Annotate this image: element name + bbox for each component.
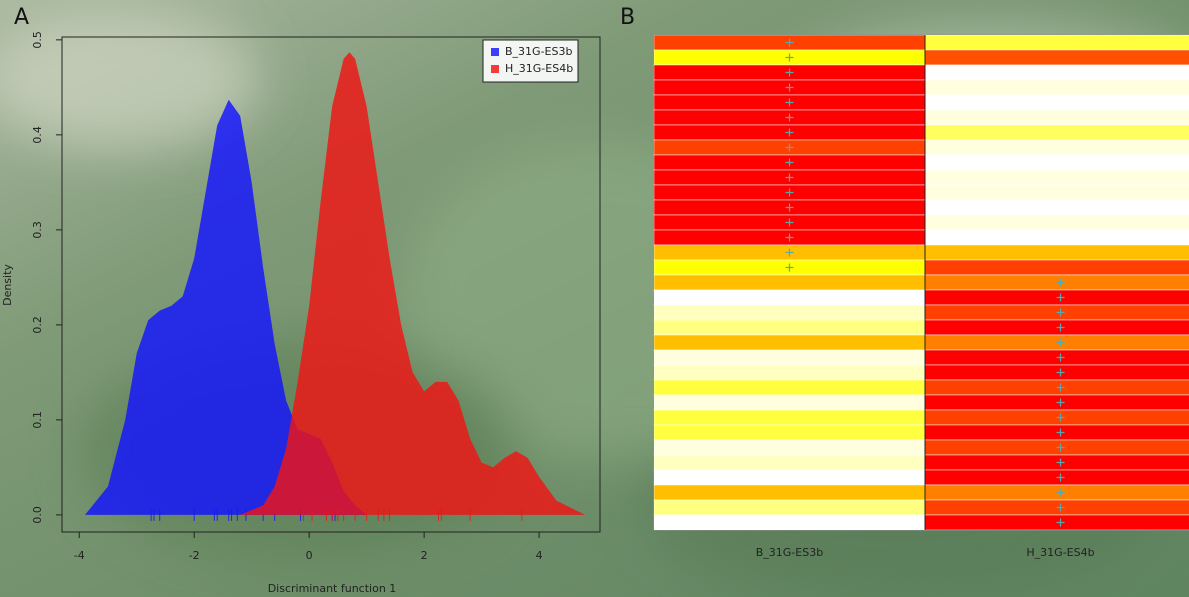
heat-cell [925, 95, 1189, 110]
y-tick-label: 0.0 [31, 506, 44, 524]
y-axis-label: Density [1, 264, 14, 306]
heat-cell [654, 410, 925, 425]
heat-cell [654, 425, 925, 440]
heat-cell [925, 245, 1189, 260]
heat-cell [925, 215, 1189, 230]
legend-swatch [491, 65, 499, 73]
heat-cell [654, 470, 925, 485]
heat-cell [654, 320, 925, 335]
heat-cell [654, 290, 925, 305]
y-tick-label: 0.4 [31, 126, 44, 144]
heat-cell [925, 230, 1189, 245]
heat-cell [654, 275, 925, 290]
column-label: H_31G-ES4b [1026, 546, 1094, 559]
panel-label: B [620, 5, 635, 30]
legend-swatch [491, 48, 499, 56]
panel-label: A [14, 5, 29, 30]
x-axis-label: Discriminant function 1 [268, 582, 397, 595]
heat-cell [925, 125, 1189, 140]
x-tick-label: -4 [74, 549, 85, 562]
x-tick-label: 2 [421, 549, 428, 562]
heat-cell [925, 260, 1189, 275]
legend-label: H_31G-ES4b [505, 62, 573, 75]
heat-cell [654, 515, 925, 530]
heat-cell [925, 80, 1189, 95]
heat-cell [925, 155, 1189, 170]
x-tick-label: 0 [306, 549, 313, 562]
heat-cell [925, 140, 1189, 155]
heat-cell [925, 170, 1189, 185]
legend-label: B_31G-ES3b [505, 45, 572, 58]
heat-cell [925, 200, 1189, 215]
heat-cell [654, 485, 925, 500]
y-tick-label: 0.3 [31, 221, 44, 239]
heat-cell [925, 110, 1189, 125]
heat-cell [654, 455, 925, 470]
heat-cell [654, 365, 925, 380]
figure: A B Discriminant function 1 Density -4 -2… [0, 0, 1189, 597]
heat-cell [654, 380, 925, 395]
heat-cell [654, 395, 925, 410]
x-tick-label: 4 [536, 549, 543, 562]
heat-cell [925, 35, 1189, 50]
heat-cell [654, 335, 925, 350]
x-tick-label: -2 [189, 549, 200, 562]
heat-cell [925, 50, 1189, 65]
heat-cell [654, 440, 925, 455]
heat-cell [654, 350, 925, 365]
heat-cell [925, 185, 1189, 200]
y-tick-label: 0.5 [31, 31, 44, 49]
y-tick-label: 0.2 [31, 316, 44, 334]
heat-cell [925, 65, 1189, 80]
column-label: B_31G-ES3b [756, 546, 823, 559]
heat-cell [654, 500, 925, 515]
heat-cell [654, 305, 925, 320]
y-tick-label: 0.1 [31, 411, 44, 429]
